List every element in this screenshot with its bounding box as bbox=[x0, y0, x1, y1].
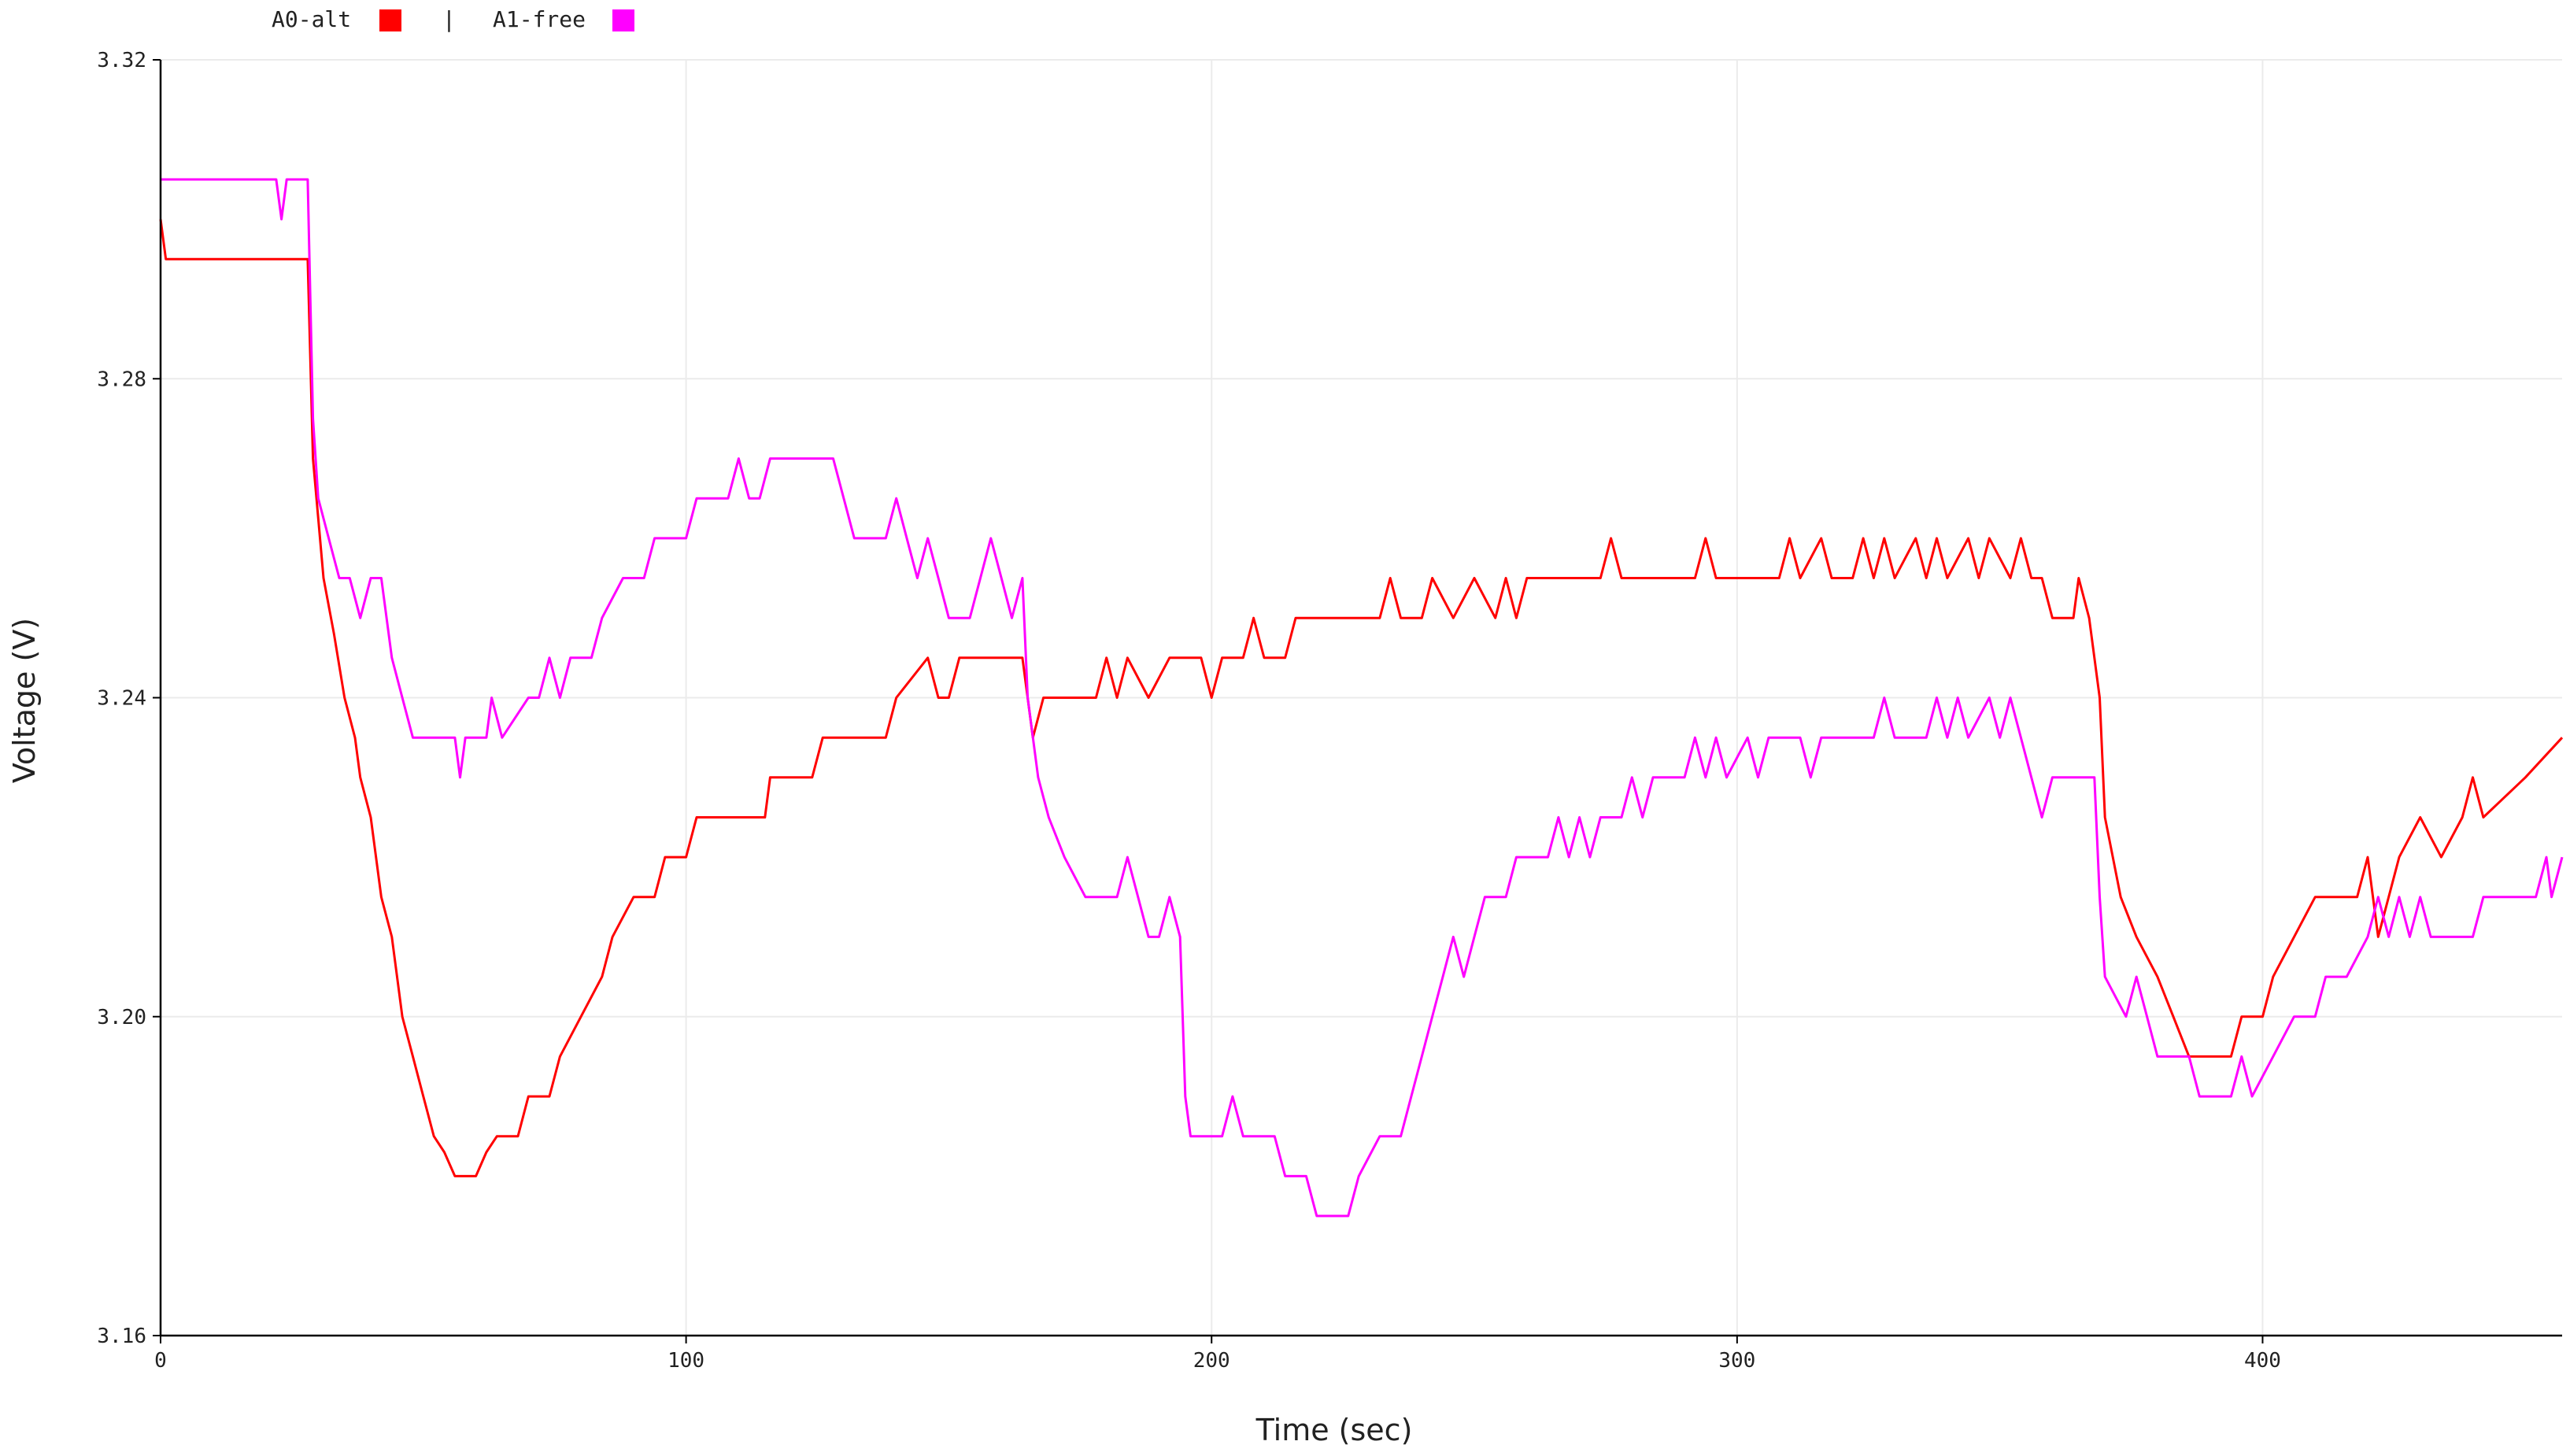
x-tick-label: 0 bbox=[154, 1349, 167, 1373]
x-tick-label: 200 bbox=[1193, 1349, 1230, 1373]
y-tick-label: 3.32 bbox=[97, 49, 146, 72]
legend-label-a1-free: A1-free bbox=[493, 6, 586, 32]
y-tick-label: 3.20 bbox=[97, 1006, 146, 1029]
y-axis-label: Voltage (V) bbox=[7, 618, 42, 783]
legend-swatch-a1-free bbox=[612, 9, 634, 31]
y-tick-label: 3.28 bbox=[97, 368, 146, 391]
x-tick-label: 100 bbox=[667, 1349, 704, 1373]
x-ticks: 0 100 200 300 400 bbox=[154, 1336, 2281, 1373]
y-ticks: 3.16 3.20 3.24 3.28 3.32 bbox=[97, 49, 161, 1348]
x-tick-label: 400 bbox=[2244, 1349, 2281, 1373]
x-tick-label: 300 bbox=[1718, 1349, 1755, 1373]
y-tick-label: 3.16 bbox=[97, 1325, 146, 1348]
plot-area bbox=[159, 178, 2564, 1218]
legend-label-a0-alt: A0-alt bbox=[272, 6, 351, 32]
series-line-a0-alt bbox=[159, 219, 2564, 1177]
series-line-a1-free bbox=[161, 178, 2564, 1218]
legend-swatch-a0-alt bbox=[379, 9, 401, 31]
legend-separator: | bbox=[442, 6, 456, 32]
grid-lines bbox=[160, 59, 2562, 1336]
legend: A0-alt | A1-free bbox=[272, 6, 634, 32]
y-tick-label: 3.24 bbox=[97, 687, 146, 711]
x-axis-label: Time (sec) bbox=[1255, 1413, 1413, 1447]
